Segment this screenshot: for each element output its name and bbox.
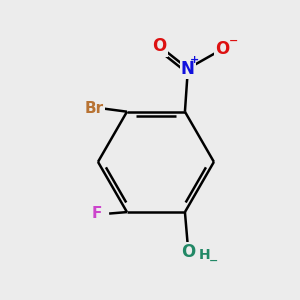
Text: O: O <box>152 37 167 55</box>
Text: Br: Br <box>85 101 104 116</box>
Text: +: + <box>190 55 199 65</box>
Text: −: − <box>229 36 238 46</box>
Text: H: H <box>198 248 210 262</box>
Text: N: N <box>181 60 195 78</box>
Text: −: − <box>208 256 218 266</box>
Text: F: F <box>92 206 102 221</box>
Text: O: O <box>181 243 195 261</box>
Text: O: O <box>215 40 229 58</box>
